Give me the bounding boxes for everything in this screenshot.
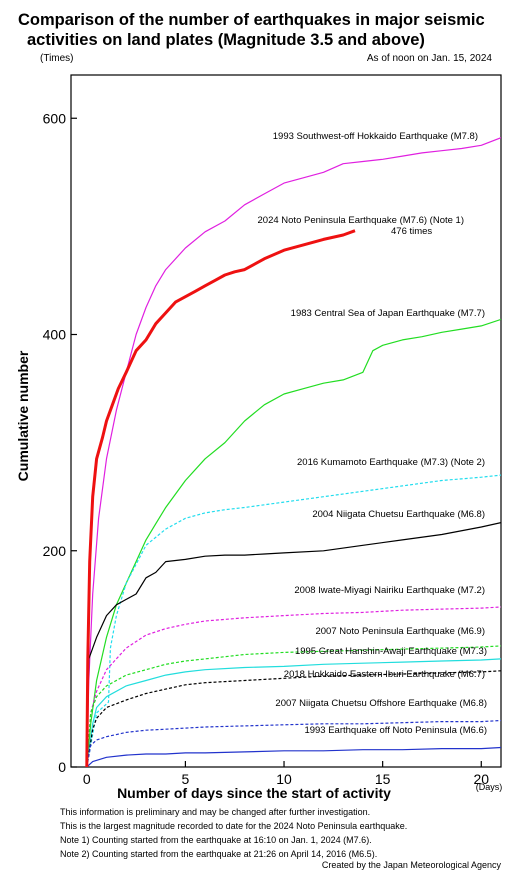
x-tick-label: 20 xyxy=(473,771,489,787)
notes: This information is preliminary and may … xyxy=(60,805,520,861)
series-label: 1993 Southwest-off Hokkaido Earthquake (… xyxy=(273,131,478,142)
series-line xyxy=(86,522,501,767)
y-unit-label: (Times) xyxy=(40,53,74,64)
chart-title-line1: Comparison of the number of earthquakes … xyxy=(18,11,485,29)
series-label: 2007 Niigata Chuetsu Offshore Earthquake… xyxy=(275,698,487,709)
series-label: 2004 Niigata Chuetsu Earthquake (M6.8) xyxy=(312,509,485,520)
y-tick-label: 0 xyxy=(58,759,66,775)
note-line-4: Note 2) Counting started from the earthq… xyxy=(60,849,378,859)
y-tick-label: 400 xyxy=(43,327,67,343)
x-axis-label: Number of days since the start of activi… xyxy=(117,785,391,801)
note-line-3: Note 1) Counting started from the earthq… xyxy=(60,835,372,845)
y-axis-label: Cumulative number xyxy=(15,350,31,481)
series-line xyxy=(86,746,501,767)
as-of-date: As of noon on Jan. 15, 2024 xyxy=(366,53,492,64)
x-tick-label: 15 xyxy=(375,771,391,787)
series-line xyxy=(86,658,501,767)
series-line xyxy=(86,474,501,767)
chart-title: Comparison of the number of earthquakes … xyxy=(18,10,518,50)
series-label: 2018 Hokkaido Eastern Iburi Earthquake (… xyxy=(284,669,485,680)
x-tick-label: 10 xyxy=(276,771,292,787)
note-line-1: This information is preliminary and may … xyxy=(60,807,371,817)
series-line xyxy=(86,318,501,767)
series-label: 2008 Iwate-Miyagi Nairiku Earthquake (M7… xyxy=(294,585,485,596)
y-tick-label: 600 xyxy=(43,110,67,126)
series-line xyxy=(86,670,501,767)
series-line xyxy=(86,137,501,767)
series-line xyxy=(86,606,501,767)
series-line xyxy=(86,719,501,767)
annotation-476-times: 476 times xyxy=(391,226,432,237)
series-label: 2024 Noto Peninsula Earthquake (M7.6) (N… xyxy=(258,215,464,226)
series-label: 2007 Noto Peninsula Earthquake (M6.9) xyxy=(315,626,485,637)
y-tick-label: 200 xyxy=(43,543,67,559)
series-label: 1983 Central Sea of Japan Earthquake (M7… xyxy=(291,308,485,319)
series-label: 2016 Kumamoto Earthquake (M7.3) (Note 2) xyxy=(297,457,485,468)
chart-title-line2: activities on land plates (Magnitude 3.5… xyxy=(27,31,425,49)
plot-frame xyxy=(70,74,502,768)
series-line xyxy=(85,229,356,767)
x-tick-label: 0 xyxy=(83,771,91,787)
x-tick-label: 5 xyxy=(182,771,190,787)
series-label: 1993 Earthquake off Noto Peninsula (M6.6… xyxy=(304,725,487,736)
x-unit-label: (Days) xyxy=(476,782,503,792)
credit: Created by the Japan Meteorological Agen… xyxy=(321,860,501,870)
series-label: 1995 Great Hanshin-Awaji Earthquake (M7.… xyxy=(295,646,487,657)
note-line-2: This is the largest magnitude recorded t… xyxy=(60,821,408,831)
